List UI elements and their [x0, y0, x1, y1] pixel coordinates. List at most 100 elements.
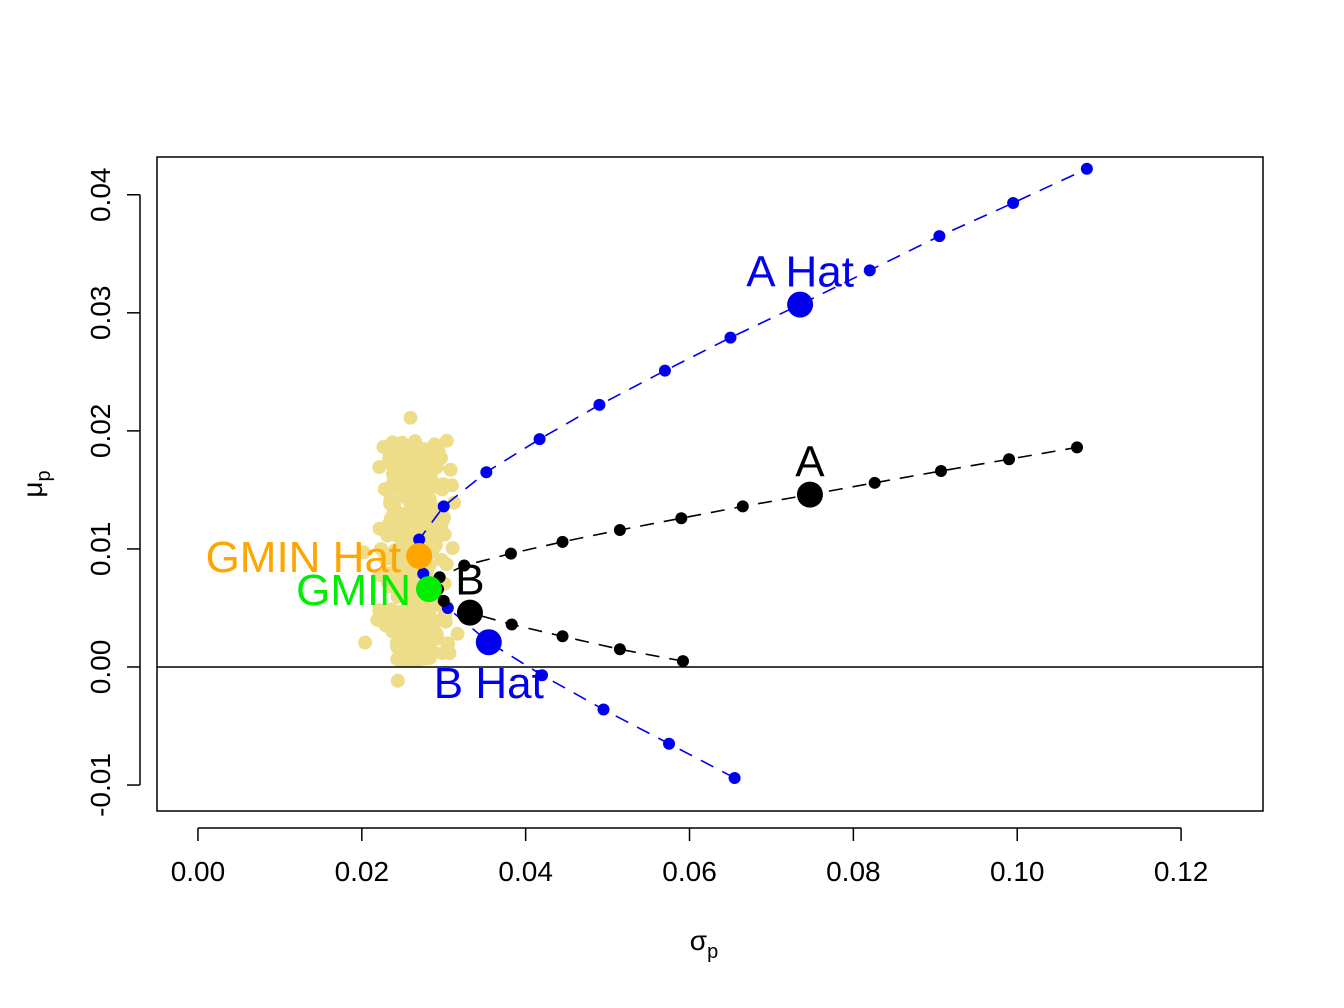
cloud-point	[403, 410, 418, 425]
highlight-label: B	[455, 556, 484, 605]
frontier-line-1	[437, 446, 1078, 662]
cloud-point	[372, 460, 387, 475]
highlight-marker	[475, 629, 502, 656]
cloud-point	[386, 565, 401, 579]
frontier-point	[437, 500, 450, 513]
cloud-point	[428, 538, 443, 553]
cloud-point	[436, 477, 451, 492]
x-tick-label: 0.00	[171, 856, 226, 887]
cloud-point	[439, 433, 454, 448]
cloud-point	[378, 618, 393, 633]
cloud-point	[414, 647, 429, 662]
frontier-point	[536, 669, 549, 682]
highlight-label: GMIN	[296, 566, 411, 615]
frontier-point	[1003, 453, 1016, 466]
cloud-point	[404, 516, 418, 530]
frontier-point	[613, 524, 626, 537]
cloud-point	[450, 626, 465, 641]
frontier-point	[505, 618, 518, 631]
highlight-label: A Hat	[746, 248, 854, 297]
highlight-marker	[415, 576, 442, 603]
frontier-point	[504, 547, 517, 560]
cloud-point	[434, 518, 448, 533]
frontier-point	[1080, 162, 1093, 175]
frontier-point	[676, 655, 689, 668]
cloud-point	[435, 646, 450, 661]
cloud-point	[413, 606, 428, 621]
cloud-point	[356, 545, 371, 560]
frontier-point	[613, 643, 626, 656]
cloud-point	[381, 576, 396, 590]
y-tick-label: 0.00	[85, 640, 116, 695]
cloud-point	[418, 501, 433, 516]
cloud-point	[390, 589, 405, 604]
frontier-point	[593, 398, 606, 411]
cloud-point	[381, 484, 396, 499]
cloud-point	[374, 542, 389, 556]
frontier-point	[868, 476, 881, 489]
cloud-point	[384, 457, 399, 472]
x-axis: 0.00 0.02 0.04 0.06 0.08 0.10 0.12	[171, 827, 1209, 887]
cloud-point	[392, 653, 407, 668]
frontier-point	[1007, 197, 1020, 210]
cloud-point	[390, 673, 405, 688]
y-tick-label: -0.01	[85, 753, 116, 817]
cloud-point	[445, 541, 460, 556]
y-axis: -0.01 0.00 0.01 0.02 0.03 0.04	[85, 168, 141, 817]
cloud-point	[406, 594, 421, 609]
cloud-point	[376, 440, 391, 454]
frontier-point	[736, 500, 749, 513]
frontier-point	[724, 331, 737, 344]
y-axis-label: μp	[17, 470, 55, 497]
y-tick-label: 0.01	[85, 522, 116, 577]
cloud-point	[406, 635, 421, 650]
frontier-point	[933, 230, 946, 243]
frontier-point	[658, 364, 671, 377]
cloud-point	[358, 635, 373, 650]
frontier-point	[935, 465, 948, 478]
cloud-point	[409, 620, 424, 635]
cloud-point	[420, 445, 435, 460]
frontier-point	[458, 559, 471, 572]
highlight-label: GMIN Hat	[206, 533, 402, 582]
x-tick-label: 0.12	[1154, 856, 1209, 887]
x-tick-label: 0.08	[826, 856, 881, 887]
cloud-point	[395, 435, 409, 450]
frontier-point	[597, 703, 610, 716]
y-tick-label: 0.04	[85, 168, 116, 223]
cloud-point	[428, 614, 443, 629]
highlight-label: A	[795, 438, 825, 487]
cloud-point	[434, 552, 449, 567]
cloud-point	[386, 519, 401, 534]
cloud-point	[372, 521, 387, 536]
highlight-marker	[787, 291, 814, 318]
highlight-marker	[796, 481, 823, 508]
frontier-point	[863, 264, 876, 277]
x-tick-label: 0.04	[498, 856, 553, 887]
x-tick-label: 0.06	[662, 856, 717, 887]
plot-frame	[156, 156, 1264, 812]
frontier-point	[556, 630, 569, 643]
frontier-point	[533, 433, 546, 446]
highlight-marker	[456, 599, 483, 626]
frontier-point	[437, 594, 450, 607]
cloud-point	[395, 630, 410, 645]
y-tick-label: 0.03	[85, 286, 116, 341]
cloud-point	[384, 551, 398, 566]
cloud-point	[443, 462, 458, 477]
highlight-marker	[406, 543, 433, 570]
frontier-point	[413, 533, 426, 546]
frontier-point	[1071, 441, 1084, 454]
y-tick-label: 0.02	[85, 404, 116, 459]
frontier-point	[556, 535, 569, 548]
cloud-point	[389, 615, 404, 630]
cloud-point	[447, 495, 462, 510]
cloud-point	[418, 472, 433, 487]
highlight-label: B Hat	[434, 659, 544, 708]
frontier-point	[663, 737, 676, 750]
frontier-point	[728, 771, 741, 784]
x-tick-label: 0.10	[990, 856, 1045, 887]
frontier-point	[675, 512, 688, 525]
